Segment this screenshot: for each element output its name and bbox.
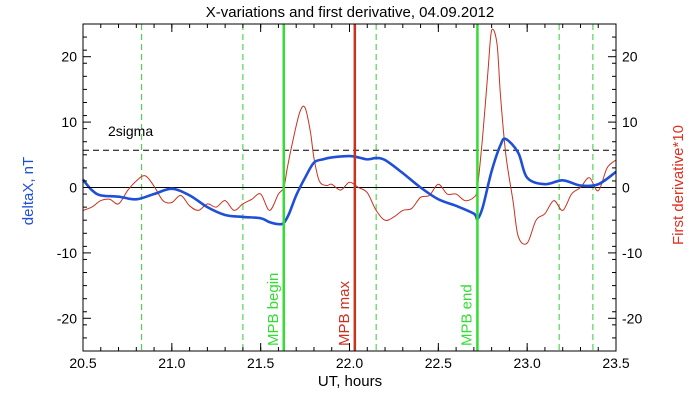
x-tick-label-1: 21.0 — [158, 355, 185, 371]
reference-levels — [83, 149, 616, 188]
marker-label-0: MPB begin — [265, 273, 282, 346]
series-derivative-line — [82, 28, 617, 245]
y-tick-label-right-4: 20 — [622, 49, 638, 65]
y-tick-label-right-0: -20 — [622, 310, 642, 326]
x-tick-label-0: 20.5 — [69, 355, 96, 371]
ticks-layer: 20.5 21.0 21.5 22.0 22.5 23.0 23.5 -20 -20 -10 -10… — [57, 23, 642, 371]
y-tick-label-left-2: 0 — [69, 180, 77, 196]
y-tick-label-left-1: -10 — [57, 245, 77, 261]
x-axis-label: UT, hours — [318, 373, 382, 390]
x-tick-label-2: 21.5 — [247, 355, 274, 371]
series-layer — [81, 28, 617, 245]
y-tick-label-right-3: 10 — [622, 114, 638, 130]
y-tick-label-left-4: 20 — [61, 49, 77, 65]
x-tick-label-6: 23.5 — [602, 355, 629, 371]
y-axis-label-left: deltaX, nT — [20, 157, 37, 225]
sigma-label: 2sigma — [108, 123, 153, 139]
x-tick-label-5: 23.0 — [514, 355, 541, 371]
markers-layer: MPB begin MPB max MPB end — [265, 24, 479, 351]
series-deltax-line — [81, 137, 617, 226]
y-tick-label-right-1: -10 — [622, 245, 642, 261]
y-tick-label-right-2: 0 — [622, 180, 630, 196]
y-tick-label-left-0: -20 — [57, 310, 77, 326]
marker-label-2: MPB end — [458, 284, 475, 346]
marker-label-1: MPB max — [336, 280, 353, 346]
y-axis-label-right: First derivative*10 — [670, 125, 687, 245]
x-tick-label-4: 22.5 — [425, 355, 452, 371]
chart-title: X-variations and first derivative, 04.09… — [206, 4, 495, 21]
y-tick-label-left-3: 10 — [61, 114, 77, 130]
x-tick-label-3: 22.0 — [336, 355, 363, 371]
